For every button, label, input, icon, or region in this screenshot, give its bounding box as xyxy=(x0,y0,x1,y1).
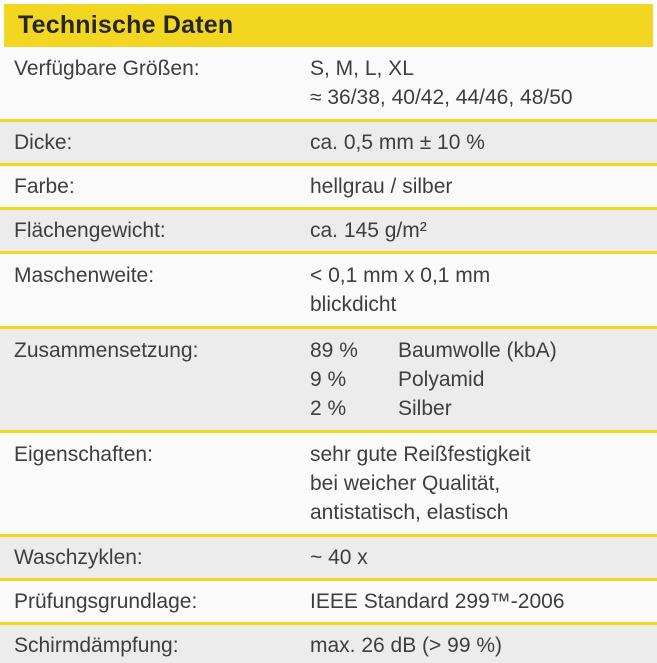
table-row: Maschenweite: < 0,1 mm x 0,1 mm blickdicht xyxy=(0,254,657,329)
table-row: Zusammensetzung: 89 % Baumwolle (kbA) 9 % Po… xyxy=(0,329,657,433)
table-row: Flächengewicht: ca. 145 g/m² xyxy=(0,210,657,254)
row-label: Zusammensetzung: xyxy=(14,339,199,362)
table-row: Prüfungsgrundlage: IEEE Standard 299™-200… xyxy=(0,581,657,625)
composition-material: Silber xyxy=(398,397,452,420)
row-label: Prüfungsgrundlage: xyxy=(14,590,198,613)
row-value: hellgrau / silber xyxy=(310,172,649,201)
row-value: max. 26 dB (> 99 %) xyxy=(310,631,649,660)
composition-line: 2 % Silber xyxy=(310,394,649,423)
row-value: IEEE Standard 299™-2006 xyxy=(310,587,649,616)
table-row: Eigenschaften: sehr gute Reißfestigkeit be… xyxy=(0,433,657,537)
row-value: < 0,1 mm x 0,1 mm blickdicht xyxy=(310,261,649,319)
value-line: ca. 0,5 mm ± 10 % xyxy=(310,131,485,154)
composition-percent: 2 % xyxy=(310,397,347,420)
table-row: Waschzyklen: ~ 40 x xyxy=(0,537,657,581)
composition-line: 9 % Polyamid xyxy=(310,365,649,394)
row-value: sehr gute Reißfestigkeit bei weicher Qual… xyxy=(310,440,649,527)
composition-material: Baumwolle (kbA) xyxy=(398,339,557,362)
table-row: Dicke: ca. 0,5 mm ± 10 % xyxy=(0,122,657,166)
table-row: Verfügbare Größen: S, M, L, XL ≈ 36/38, 40… xyxy=(0,47,657,122)
row-value: 89 % Baumwolle (kbA) 9 % Polyamid 2 % Silber xyxy=(310,336,649,423)
composition-percent: 89 % xyxy=(310,339,358,362)
value-line: ca. 145 g/m² xyxy=(310,219,427,242)
row-label: Farbe: xyxy=(14,175,75,198)
value-line: hellgrau / silber xyxy=(310,175,453,198)
row-label: Waschzyklen: xyxy=(14,546,143,569)
value-line: < 0,1 mm x 0,1 mm xyxy=(310,264,491,287)
row-value: ca. 0,5 mm ± 10 % xyxy=(310,128,649,157)
value-line: S, M, L, XL xyxy=(310,57,414,80)
composition-material: Polyamid xyxy=(398,368,485,391)
composition-percent: 9 % xyxy=(310,368,347,391)
value-line: IEEE Standard 299™-2006 xyxy=(310,590,565,613)
row-value: ca. 145 g/m² xyxy=(310,216,649,245)
value-line: ~ 40 x xyxy=(310,546,368,569)
row-value: S, M, L, XL ≈ 36/38, 40/42, 44/46, 48/50 xyxy=(310,54,649,112)
value-line: max. 26 dB (> 99 %) xyxy=(310,634,503,657)
row-label: Schirmdämpfung: xyxy=(14,634,179,657)
composition-line: 89 % Baumwolle (kbA) xyxy=(310,336,649,365)
value-line: blickdicht xyxy=(310,293,397,316)
value-line: antistatisch, elastisch xyxy=(310,501,509,524)
value-line: bei weicher Qualität, xyxy=(310,472,501,495)
row-value: ~ 40 x xyxy=(310,543,649,572)
row-label: Maschenweite: xyxy=(14,264,155,287)
table-row: Farbe: hellgrau / silber xyxy=(0,166,657,210)
row-label: Verfügbare Größen: xyxy=(14,57,200,80)
row-label: Eigenschaften: xyxy=(14,443,153,466)
value-line: sehr gute Reißfestigkeit xyxy=(310,443,531,466)
table-row: Schirmdämpfung: max. 26 dB (> 99 %) xyxy=(0,625,657,663)
spec-table-body: Verfügbare Größen: S, M, L, XL ≈ 36/38, 40… xyxy=(0,47,657,663)
spec-table-title: Technische Daten xyxy=(4,4,653,47)
row-label: Flächengewicht: xyxy=(14,219,166,242)
value-line: ≈ 36/38, 40/42, 44/46, 48/50 xyxy=(310,86,573,109)
row-label: Dicke: xyxy=(14,131,73,154)
